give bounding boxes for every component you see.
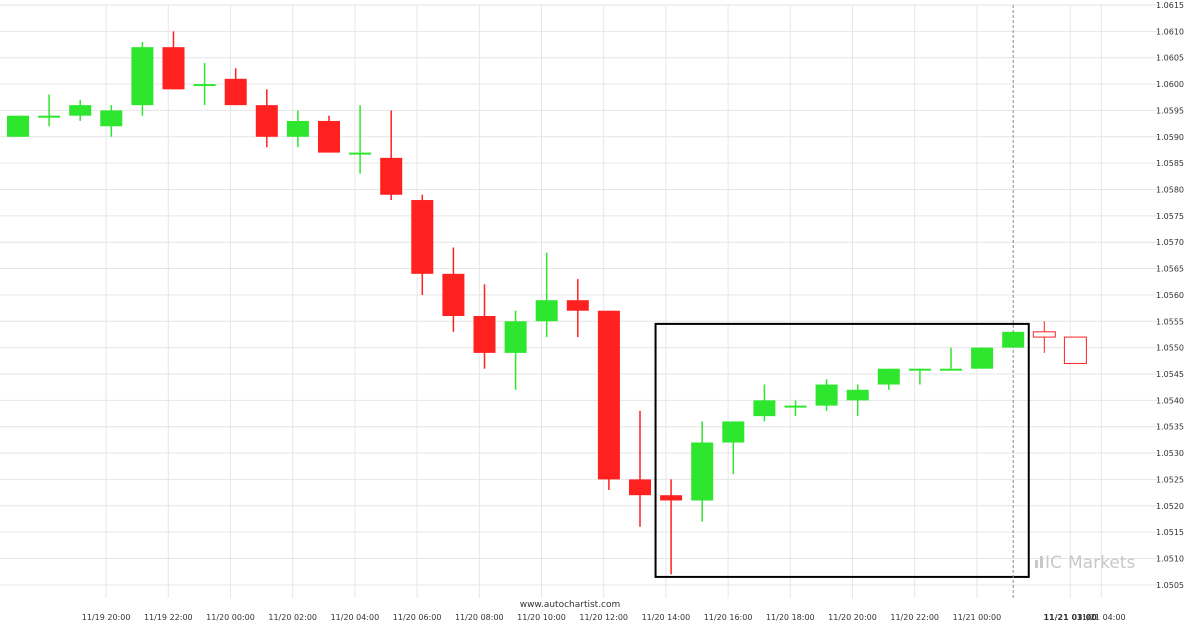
candle-body	[38, 115, 61, 118]
y-tick-label: 1.0590	[1156, 133, 1184, 142]
x-tick-label: 11/20 10:00	[517, 613, 566, 622]
y-tick-label: 1.0560	[1156, 291, 1184, 300]
candle-body	[286, 120, 309, 137]
candle-body	[597, 310, 620, 480]
y-tick-label: 1.0510	[1156, 554, 1184, 563]
x-tick-label: 11/20 18:00	[766, 613, 815, 622]
x-tick-label: 11/20 20:00	[828, 613, 877, 622]
x-tick-label: 11/21 03:00	[1043, 613, 1097, 622]
y-tick-label: 1.0530	[1156, 449, 1184, 458]
y-tick-label: 1.0600	[1156, 80, 1184, 89]
candle-body	[877, 368, 900, 385]
x-tick-label: 11/21 04:00	[1077, 613, 1126, 622]
y-tick-label: 1.0580	[1156, 185, 1184, 194]
x-tick-label: 11/20 16:00	[704, 613, 753, 622]
y-tick-label: 1.0515	[1156, 528, 1184, 537]
y-tick-label: 1.0605	[1156, 54, 1184, 63]
y-tick-label: 1.0550	[1156, 344, 1184, 353]
pattern-layer	[654, 5, 1030, 598]
brand-prefix: IC	[1045, 553, 1062, 573]
candle-body	[69, 105, 92, 116]
y-tick-label: 1.0585	[1156, 159, 1184, 168]
x-tick-label: 11/20 08:00	[455, 613, 504, 622]
y-tick-label: 1.0565	[1156, 265, 1184, 274]
candle-body	[940, 368, 962, 371]
y-axis: 1.0505 1.0510 1.0515 1.0520 1.0525 1.0530 1.05…	[1156, 1, 1184, 590]
candle-body	[473, 315, 496, 353]
candle-body	[691, 442, 714, 501]
y-tick-label: 1.0595	[1156, 106, 1184, 115]
forecast-body	[1032, 331, 1056, 338]
candle-body	[815, 384, 838, 406]
watermark-text: www.autochartist.com	[520, 600, 621, 610]
candle-body	[442, 273, 465, 316]
y-tick-label: 1.0570	[1156, 238, 1184, 247]
y-tick-label: 1.0555	[1156, 317, 1184, 326]
candle-body	[660, 495, 683, 501]
grid	[0, 4, 1160, 598]
y-tick-label: 1.0525	[1156, 475, 1184, 484]
x-tick-label: 11/20 06:00	[393, 613, 442, 622]
candle-body	[318, 120, 340, 153]
brand-bars-icon	[1035, 556, 1043, 568]
brand-name: Markets	[1068, 553, 1135, 573]
y-tick-label: 1.0535	[1156, 423, 1184, 432]
candle-body	[1002, 331, 1025, 348]
y-tick-label: 1.0505	[1156, 581, 1184, 590]
candle-body	[193, 84, 216, 87]
y-tick-label: 1.0615	[1156, 1, 1184, 10]
candle-body	[7, 115, 29, 137]
candle-body	[753, 400, 776, 417]
candle-body	[908, 368, 931, 371]
x-tick-label: 11/19 20:00	[82, 613, 131, 622]
candle-body	[224, 78, 247, 106]
candle-body	[411, 200, 434, 274]
x-tick-label: 11/20 04:00	[331, 613, 380, 622]
candle-body	[162, 47, 185, 90]
candle-body	[846, 389, 869, 401]
pattern-box	[654, 322, 1030, 578]
candle-body	[784, 405, 807, 408]
forecast-candles	[1032, 321, 1087, 364]
x-tick-label: 11/20 22:00	[890, 613, 939, 622]
y-tick-label: 1.0575	[1156, 212, 1184, 221]
x-tick-label: 11/20 00:00	[206, 613, 255, 622]
y-tick-label: 1.0545	[1156, 370, 1184, 379]
x-tick-label: 11/20 12:00	[579, 613, 628, 622]
candle-body	[131, 47, 154, 106]
candle-body	[535, 300, 558, 322]
x-tick-label: 11/19 22:00	[144, 613, 193, 622]
x-tick-label: 11/20 02:00	[268, 613, 317, 622]
candle-body	[255, 105, 278, 137]
candle-body	[629, 479, 651, 496]
candle-body	[504, 321, 527, 353]
forecast-body	[1063, 336, 1087, 364]
x-axis: 11/19 20:00 11/19 22:00 11/20 00:00 11/20 0…	[82, 613, 1126, 622]
x-tick-label: 11/21 00:00	[953, 613, 1002, 622]
candle-body	[566, 300, 589, 311]
y-tick-label: 1.0540	[1156, 396, 1184, 405]
brand-logo: IC Markets	[1035, 553, 1135, 573]
candle-body	[380, 157, 403, 195]
candle-body	[100, 110, 123, 127]
candles	[7, 31, 1025, 575]
y-tick-label: 1.0610	[1156, 27, 1184, 36]
candle-body	[971, 347, 994, 369]
y-tick-label: 1.0520	[1156, 502, 1184, 511]
x-tick-label: 11/20 14:00	[642, 613, 691, 622]
candle-body	[349, 152, 372, 155]
candle-body	[722, 421, 745, 443]
